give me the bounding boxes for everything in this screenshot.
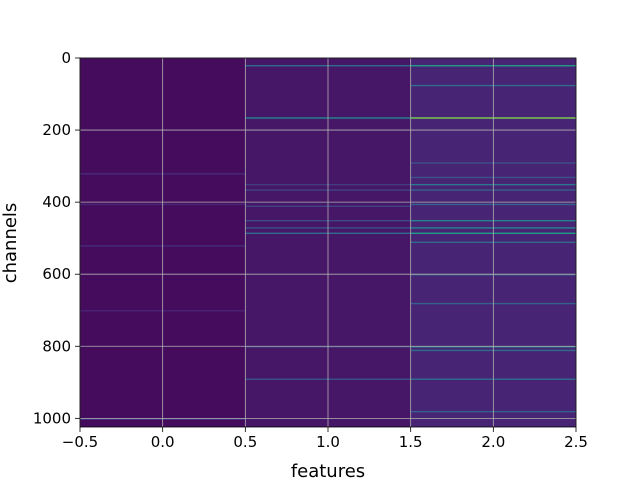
x-axis: −0.5 0.0 0.5 1.0 1.5 2.0 2.5 [62,427,588,451]
x-tick-label: 2.5 [564,433,588,451]
y-tick-label: 400 [42,193,71,211]
x-tick-label: 1.0 [316,433,340,451]
y-tick-label: 0 [61,49,71,67]
x-tick-label: 2.0 [481,433,505,451]
y-tick-label: 800 [42,337,71,355]
y-tick-label: 1000 [33,409,71,427]
x-axis-label: features [291,461,365,480]
y-tick-label: 600 [42,265,71,283]
y-axis: 0 200 400 600 800 1000 [33,49,80,427]
x-tick-label: −0.5 [62,433,98,451]
x-tick-label: 0.5 [233,433,257,451]
y-tick-label: 200 [42,121,71,139]
y-axis-label: channels [0,203,21,284]
x-tick-label: 0.0 [151,433,175,451]
x-tick-label: 1.5 [399,433,423,451]
